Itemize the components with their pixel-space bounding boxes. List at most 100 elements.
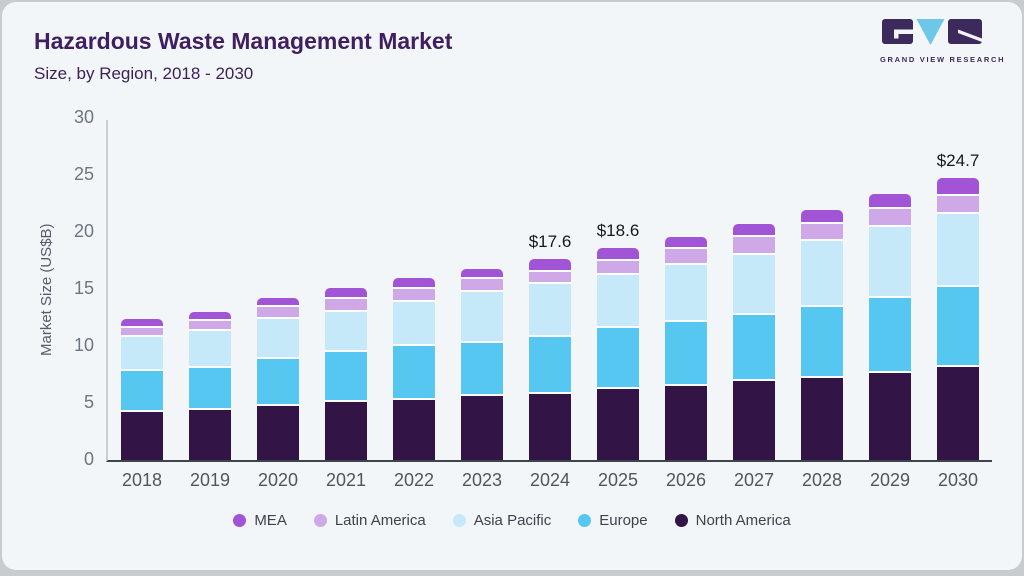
bar-segment-mea: [597, 248, 639, 261]
bar-segment-latin-america: [801, 224, 843, 242]
bar-2024: $17.6: [529, 232, 571, 460]
bar-segment-europe: [733, 315, 775, 382]
bar-segment-latin-america: [325, 299, 367, 312]
bar-segment-mea: [257, 298, 299, 308]
bar-segment-latin-america: [529, 271, 571, 285]
bar-segment-asia-pacific: [665, 265, 707, 323]
bar-segment-europe: [597, 327, 639, 390]
bar-segment-mea: [121, 318, 163, 328]
legend-label: Latin America: [334, 512, 426, 529]
legend-dot-icon: [233, 514, 247, 527]
bar-segment-europe: [325, 351, 367, 402]
legend-item-asia-pacific: Asia Pacific: [452, 512, 552, 529]
bar-segment-latin-america: [257, 307, 299, 319]
legend-label: North America: [695, 512, 791, 529]
bar-value-label-2030: $24.7: [936, 151, 980, 171]
bar-2027: [733, 224, 775, 460]
bar-2030: $24.7: [937, 151, 979, 460]
bar-segment-europe: [529, 336, 571, 394]
bar-segment-europe: [121, 371, 163, 413]
bar-value-label-2025: $18.6: [596, 221, 640, 240]
x-axis-label-2027: 2027: [733, 470, 775, 490]
bar-segment-north-america: [529, 393, 571, 460]
y-axis-tick-25: 25: [73, 164, 94, 184]
bar-segment-europe: [937, 286, 979, 367]
bar-segment-north-america: [393, 399, 435, 460]
bar-group: $17.6 $18.6 $24.7: [108, 120, 992, 460]
bar-2028: [801, 210, 843, 460]
bar-segment-europe: [393, 346, 435, 400]
bar-segment-latin-america: [461, 278, 503, 293]
x-axis-label-2030: 2030: [937, 470, 979, 490]
bar-segment-mea: [869, 194, 911, 210]
legend-item-mea: MEA: [233, 512, 287, 529]
bar-segment-latin-america: [189, 320, 231, 332]
legend-label: Europe: [599, 512, 648, 529]
bar-2021: [325, 287, 367, 460]
bar-segment-asia-pacific: [801, 241, 843, 308]
legend-item-europe: Europe: [578, 512, 648, 529]
bar-segment-latin-america: [665, 249, 707, 266]
bar-segment-mea: [665, 236, 707, 250]
bar-segment-asia-pacific: [325, 311, 367, 352]
bar-segment-north-america: [325, 401, 367, 460]
gvr-logo-icon: [882, 19, 982, 45]
bar-segment-asia-pacific: [393, 301, 435, 347]
legend-label: MEA: [254, 512, 287, 529]
bar-segment-europe: [665, 322, 707, 386]
x-axis-label-2022: 2022: [393, 470, 435, 490]
bar-segment-latin-america: [937, 195, 979, 214]
page-subtitle: Size, by Region, 2018 - 2030: [34, 64, 254, 83]
x-axis-label-2026: 2026: [665, 470, 707, 490]
plot-area: Market Size (US$B) 0 5 10 15 20 25 30 $17.6 $18…: [38, 107, 992, 490]
legend-label: Asia Pacific: [473, 512, 552, 529]
bar-segment-mea: [461, 268, 503, 279]
bar-segment-mea: [937, 178, 979, 196]
x-axis-label-2018: 2018: [121, 470, 163, 490]
bar-segment-asia-pacific: [937, 213, 979, 287]
bar-value-label-2024: $17.6: [528, 232, 572, 252]
bar-2026: [665, 236, 707, 460]
bar-segment-latin-america: [869, 209, 911, 228]
x-axis-label-2028: 2028: [801, 470, 843, 490]
bar-segment-asia-pacific: [257, 318, 299, 359]
bar-2019: [189, 311, 231, 460]
bar-segment-north-america: [733, 381, 775, 460]
page-title: Hazardous Waste Management Market: [34, 28, 453, 54]
logo-caption: GRAND VIEW RESEARCH: [880, 55, 1006, 64]
x-axis-label-2025: 2025: [597, 470, 639, 490]
bar-2029: [869, 194, 911, 460]
bar-segment-north-america: [665, 385, 707, 460]
legend-dot-icon: [674, 514, 688, 527]
bar-segment-asia-pacific: [597, 275, 639, 328]
grand-view-research-logo: GRAND VIEW RESEARCH: [880, 19, 1006, 64]
bar-segment-north-america: [257, 406, 299, 460]
bar-segment-north-america: [937, 366, 979, 460]
bar-segment-north-america: [189, 409, 231, 460]
bar-segment-asia-pacific: [461, 292, 503, 343]
bar-segment-latin-america: [121, 327, 163, 337]
bar-segment-north-america: [597, 389, 639, 460]
y-axis-tick-15: 15: [73, 278, 94, 298]
x-axis-label-2021: 2021: [325, 470, 367, 490]
bar-2020: [257, 298, 299, 460]
bar-segment-latin-america: [733, 236, 775, 255]
bar-segment-north-america: [121, 412, 163, 460]
bar-segment-europe: [461, 342, 503, 397]
bar-segment-mea: [801, 210, 843, 225]
bar-2018: [121, 318, 163, 460]
x-axis-label-2024: 2024: [529, 470, 571, 490]
bar-segment-asia-pacific: [529, 284, 571, 337]
y-axis-tick-10: 10: [73, 335, 94, 355]
x-axis-labels: 2018 2019 2020 2021 2022 2023 2024 2025 2026 2027…: [108, 470, 992, 491]
x-axis-label-2019: 2019: [189, 470, 231, 490]
legend-dot-icon: [578, 514, 592, 527]
bar-segment-europe: [801, 307, 843, 378]
bar-segment-mea: [325, 287, 367, 300]
x-axis-label-2023: 2023: [461, 470, 503, 490]
legend-item-latin-america: Latin America: [313, 512, 426, 529]
bar-2022: [393, 277, 435, 460]
x-axis-label-2029: 2029: [869, 470, 911, 490]
bar-segment-latin-america: [393, 289, 435, 302]
